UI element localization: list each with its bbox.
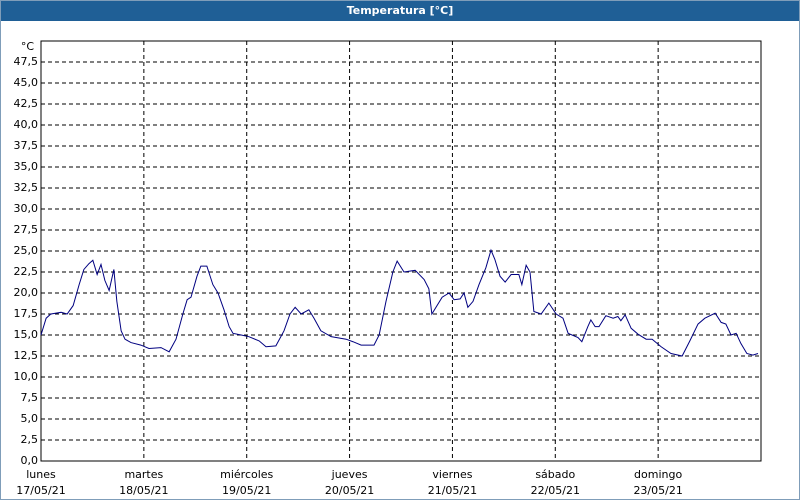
- y-tick-label: 5,0: [21, 412, 39, 425]
- x-tick-label: sábado: [535, 468, 575, 481]
- y-tick-label: 40,0: [14, 118, 39, 131]
- y-tick-label: 2,5: [21, 433, 39, 446]
- y-tick-label: 25,0: [14, 244, 39, 257]
- title-bar: Temperatura [°C]: [1, 1, 799, 21]
- y-tick-label: 47,5: [14, 55, 39, 68]
- x-tick-label: miércoles: [220, 468, 273, 481]
- y-tick-label: 35,0: [14, 160, 39, 173]
- x-tick-label: jueves: [331, 468, 368, 481]
- x-tick-label: martes: [124, 468, 163, 481]
- y-tick-label: 7,5: [21, 391, 39, 404]
- y-tick-label: 20,0: [14, 286, 39, 299]
- y-tick-label: 27,5: [14, 223, 39, 236]
- x-tick-date: 19/05/21: [222, 484, 271, 497]
- x-tick-date: 18/05/21: [119, 484, 168, 497]
- x-tick-date: 20/05/21: [325, 484, 374, 497]
- y-tick-label: 45,0: [14, 76, 39, 89]
- y-tick-label: 37,5: [14, 139, 39, 152]
- x-tick-date: 22/05/21: [531, 484, 580, 497]
- y-tick-label: 17,5: [14, 307, 39, 320]
- y-tick-label: 30,0: [14, 202, 39, 215]
- y-tick-label: 12,5: [14, 349, 39, 362]
- x-tick-date: 21/05/21: [428, 484, 477, 497]
- x-tick-label: domingo: [634, 468, 682, 481]
- x-tick-label: lunes: [26, 468, 56, 481]
- x-tick-date: 17/05/21: [16, 484, 65, 497]
- temperature-line: [40, 248, 759, 357]
- x-tick-label: viernes: [432, 468, 472, 481]
- x-tick-date: 23/05/21: [633, 484, 682, 497]
- y-tick-label: 42,5: [14, 97, 39, 110]
- unit-label: °C: [21, 40, 35, 53]
- y-tick-label: 10,0: [14, 370, 39, 383]
- y-tick-label: 0,0: [21, 454, 39, 467]
- y-tick-label: 32,5: [14, 181, 39, 194]
- y-tick-label: 15,0: [14, 328, 39, 341]
- y-tick-label: 22,5: [14, 265, 39, 278]
